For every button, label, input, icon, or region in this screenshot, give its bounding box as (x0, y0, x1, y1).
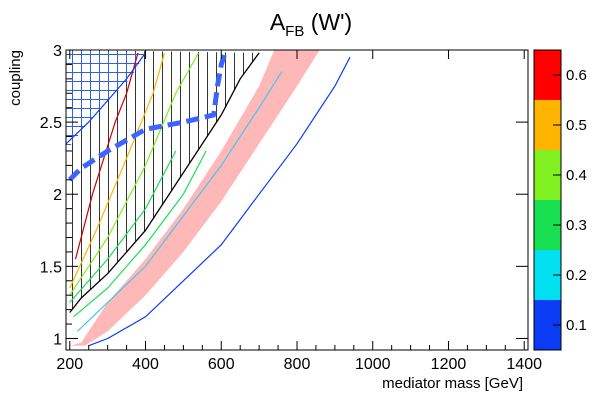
dashed-limit-line (68, 52, 228, 182)
x-axis: 200 400 600 800 1000 1200 1400 (56, 50, 542, 373)
y-tick-label: 3 (53, 43, 62, 60)
contour-0-6 (74, 52, 139, 260)
contour-0-3 (73, 150, 207, 318)
contour-0-5 (69, 52, 166, 289)
x-tick-label: 600 (208, 356, 235, 373)
x-axis-label: mediator mass [GeV] (382, 375, 523, 392)
colorbar: 0.1 0.2 0.3 0.4 0.5 0.6 (533, 49, 587, 351)
crosshatch-region (66, 50, 146, 151)
x-tick-label: 1400 (506, 356, 542, 373)
y-tick-label: 2.5 (40, 115, 62, 132)
contour-0-3 (69, 150, 177, 303)
x-tick-label: 1200 (431, 356, 467, 373)
pink-band-layer (69, 50, 320, 346)
colorbar-tick-label: 0.5 (566, 117, 587, 134)
plot-area (66, 50, 351, 347)
x-tick-label: 400 (132, 356, 159, 373)
colorbar-tick-label: 0.1 (566, 317, 587, 334)
dashed-limit-layer (68, 52, 228, 182)
y-tick-label: 1.5 (40, 259, 62, 276)
y-axis: 1 1.5 2 2.5 3 (40, 43, 528, 348)
colorbar-tick-label: 0.4 (566, 167, 587, 184)
x-tick-label: 800 (284, 356, 311, 373)
contour-0-1 (88, 56, 351, 347)
contour-0-4 (69, 52, 200, 296)
colorbar-frame (533, 49, 562, 351)
y-axis-label: coupling (7, 50, 24, 106)
title-main: A (270, 9, 286, 35)
pink-uncertainty-band (69, 50, 320, 346)
y-tick-label: 2 (53, 187, 62, 204)
contour-0-2 (76, 71, 283, 332)
excluded-region-boundary (69, 52, 260, 313)
colorbar-tick-label: 0.6 (566, 67, 587, 84)
y-tick-label: 1 (53, 331, 62, 348)
x-tick-label: 200 (56, 356, 83, 373)
title-subscript: FB (285, 23, 304, 40)
x-tick-label: 1000 (355, 356, 391, 373)
colorbar-tick-label: 0.2 (566, 267, 587, 284)
colorbar-tick-label: 0.3 (566, 217, 587, 234)
contour-0-1 (66, 52, 146, 145)
contour-layer (66, 52, 351, 347)
title-suffix: (W') (304, 9, 352, 35)
chart-title: AFB (W') (270, 9, 352, 40)
